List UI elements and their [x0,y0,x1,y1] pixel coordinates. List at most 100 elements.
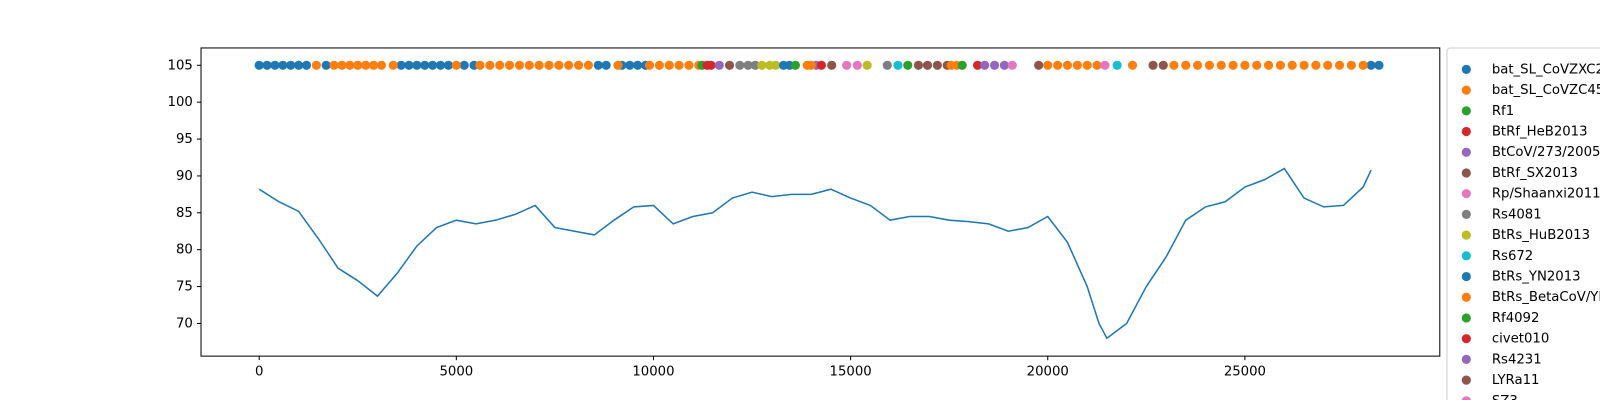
scatter-point [1204,60,1215,70]
scatter-point [396,60,406,70]
scatter-point [583,60,594,70]
y-tick-label: 85 [176,206,193,221]
scatter-point [1127,60,1138,70]
scatter-point [842,60,852,70]
scatter-point [893,60,903,70]
scatter-point [1366,60,1376,70]
scatter-point [1034,60,1044,70]
scatter-point [376,60,386,70]
scatter-point [1323,60,1333,70]
legend-label: LYRa11 [1492,373,1540,388]
legend-label: Rp/Shaanxi2011 [1492,187,1600,202]
scatter-point [573,60,584,70]
scatter-point [428,60,438,70]
scatter-point [1072,60,1082,70]
scatter-point [903,60,913,70]
scatter-point [345,60,355,70]
scatter-point [1092,60,1102,70]
scatter-point [644,60,655,70]
scatter-point [684,60,694,70]
scatter-point [286,60,296,70]
legend-label: Rf1 [1492,104,1514,119]
scatter-point [790,60,801,70]
scatter-point [412,60,422,70]
legend-marker [1461,126,1471,137]
x-tick-label: 0 [255,364,263,379]
scatter-point [353,60,363,70]
legend-marker [1461,396,1471,400]
scatter-point [1169,60,1179,70]
scatter-point [1263,60,1274,70]
scatter-point [613,60,623,70]
scatter-point [633,60,643,70]
scatter-point [1374,60,1384,70]
scatter-point [485,60,495,70]
scatter-point [278,60,288,70]
scatter-point [625,60,635,70]
scatter-point [361,60,371,70]
legend-label: bat_SL_CoVZC45 [1492,83,1600,98]
scatter-point [554,60,564,70]
legend-marker [1461,375,1471,385]
scatter-point [932,60,942,70]
scatter-point [524,60,534,70]
scatter-point [1252,60,1262,70]
legend-marker [1461,271,1471,282]
legend-label: BtRf_HeB2013 [1492,125,1588,140]
scatter-point [368,60,379,70]
legend-label: BtRs_BetaCoV/YN2018 [1492,290,1600,305]
scatter-point [999,60,1009,70]
legend-marker [1461,168,1471,178]
legend-label: BtCoV/273/2005 [1492,145,1600,160]
y-tick-label: 80 [176,243,193,258]
legend-label: BtRs_YN2013 [1492,270,1581,285]
scatter-point [534,60,544,70]
legend-label: Rs4081 [1492,207,1542,222]
scatter-point [989,60,1000,70]
scatter-point [443,60,454,70]
legend-marker [1461,354,1471,364]
scatter-point [862,60,872,70]
scatter-point [388,60,398,70]
scatter-point [714,60,724,70]
legend-marker [1461,334,1471,344]
scatter-point [735,60,745,70]
scatter-point [254,60,264,70]
legend-marker [1461,64,1471,74]
scatter-point [514,60,525,70]
legend-marker [1461,230,1471,240]
x-tick-label: 15000 [830,364,872,379]
scatter-point [504,60,515,70]
scatter-point [654,60,664,70]
x-tick-label: 5000 [439,364,473,379]
scatter-point [564,60,574,70]
scatter-point [806,60,816,70]
x-tick-label: 10000 [632,364,674,379]
y-tick-label: 70 [176,316,193,331]
scatter-point [946,60,956,70]
scatter-point [1100,60,1110,70]
scatter-point [706,60,716,70]
scatter-point [1082,60,1092,70]
y-tick-label: 75 [176,280,193,295]
y-tick-label: 95 [176,132,193,147]
legend-marker [1461,292,1471,302]
scatter-point [301,60,312,70]
scatter-point [601,60,611,70]
x-tick-label: 25000 [1224,364,1266,379]
plot-frame [200,47,1441,357]
scatter-point [270,60,280,70]
scatter-point [771,60,781,70]
scatter-point [329,60,339,70]
legend-label: BtRf_SX2013 [1492,166,1578,181]
y-tick-label: 90 [176,169,193,184]
scatter-point [664,60,674,70]
legend-label: bat_SL_CoVZXC21 [1492,62,1600,77]
scatter-point [816,60,827,70]
scatter-point [757,60,767,70]
scatter-point [1299,60,1309,70]
line [258,167,1372,340]
legend-label: civet010 [1492,332,1549,347]
legend-label: BtRs_HuB2013 [1492,228,1590,243]
